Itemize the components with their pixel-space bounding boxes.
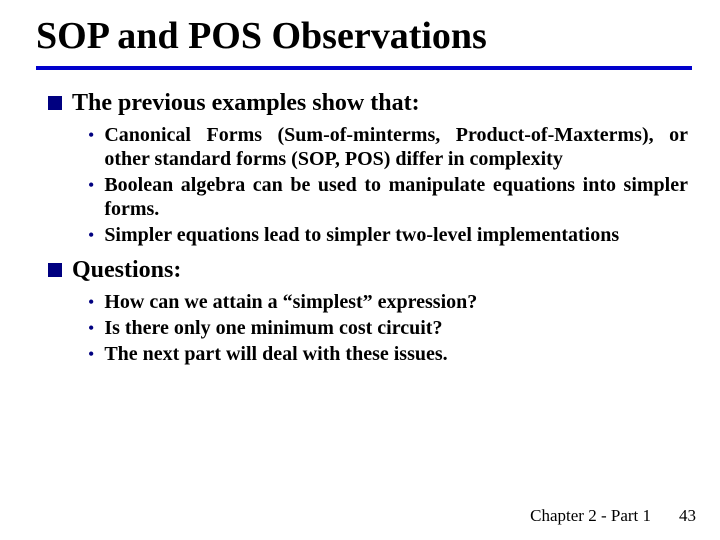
footer-chapter: Chapter 2 - Part 1: [530, 506, 651, 526]
footer-page-number: 43: [679, 506, 696, 526]
list-item-text: Simpler equations lead to simpler two-le…: [104, 223, 688, 247]
dot-bullet-icon: •: [88, 342, 94, 366]
square-bullet-icon: [48, 263, 62, 277]
section-0-items: • Canonical Forms (Sum-of-minterms, Prod…: [48, 123, 688, 247]
list-item-text: Canonical Forms (Sum-of-minterms, Produc…: [104, 123, 688, 171]
list-item: • Boolean algebra can be used to manipul…: [88, 173, 688, 221]
list-item-text: Boolean algebra can be used to manipulat…: [104, 173, 688, 221]
list-item-text: The next part will deal with these issue…: [104, 342, 688, 366]
list-item: • Is there only one minimum cost circuit…: [88, 316, 688, 340]
dot-bullet-icon: •: [88, 290, 94, 314]
dot-bullet-icon: •: [88, 223, 94, 247]
slide-title: SOP and POS Observations: [0, 0, 720, 66]
section-1-items: • How can we attain a “simplest” express…: [48, 290, 688, 366]
slide-footer: Chapter 2 - Part 1 43: [530, 506, 696, 526]
list-item: • The next part will deal with these iss…: [88, 342, 688, 366]
list-item: • How can we attain a “simplest” express…: [88, 290, 688, 314]
dot-bullet-icon: •: [88, 173, 94, 197]
dot-bullet-icon: •: [88, 316, 94, 340]
list-item-text: Is there only one minimum cost circuit?: [104, 316, 688, 340]
list-item: • Canonical Forms (Sum-of-minterms, Prod…: [88, 123, 688, 171]
section-1: Questions: • How can we attain a “simple…: [48, 257, 688, 366]
section-0: The previous examples show that: • Canon…: [48, 90, 688, 247]
section-heading: Questions:: [72, 257, 181, 284]
slide-content: The previous examples show that: • Canon…: [0, 70, 720, 366]
section-heading: The previous examples show that:: [72, 90, 420, 117]
square-bullet-icon: [48, 96, 62, 110]
list-item-text: How can we attain a “simplest” expressio…: [104, 290, 688, 314]
dot-bullet-icon: •: [88, 123, 94, 147]
list-item: • Simpler equations lead to simpler two-…: [88, 223, 688, 247]
